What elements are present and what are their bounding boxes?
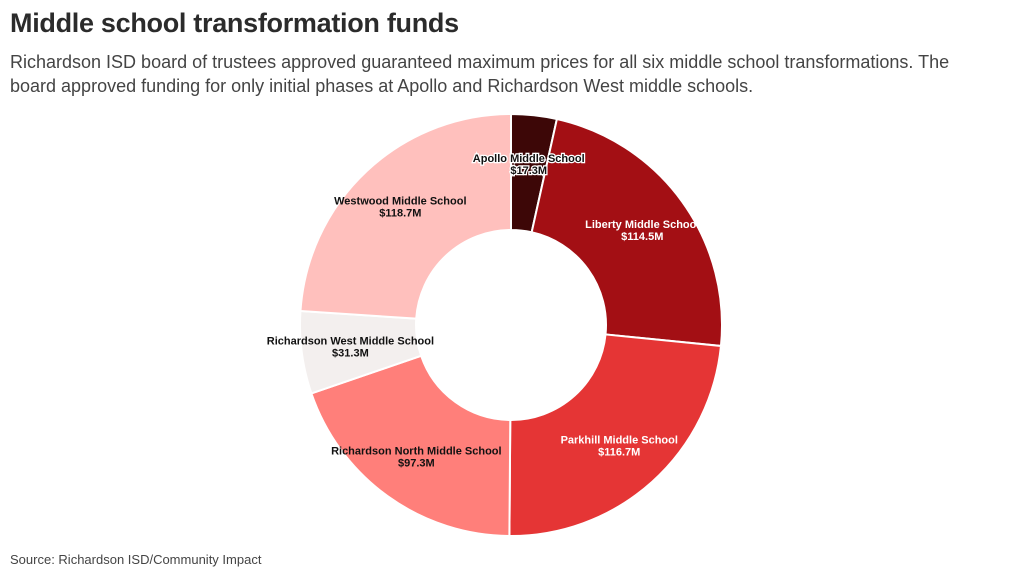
slice-label-westwood-middle-school: Westwood Middle School <box>334 196 466 208</box>
slice-value-apollo-middle-school: $17.3M <box>510 165 547 177</box>
slice-value-westwood-middle-school: $118.7M <box>379 208 421 220</box>
slice-value-richardson-west-middle-school: $31.3M <box>332 347 369 359</box>
slice-label-liberty-middle-school: Liberty Middle School <box>585 219 699 231</box>
slice-label-richardson-north-middle-school: Richardson North Middle School <box>331 445 502 457</box>
slice-label-parkhill-middle-school: Parkhill Middle School <box>561 435 678 447</box>
slice-richardson-north-middle-school[interactable] <box>310 354 512 538</box>
slice-value-richardson-north-middle-school: $97.3M <box>398 457 435 469</box>
donut-labels: Apollo Middle School$17.3M Liberty Middle… <box>267 152 700 470</box>
donut-slices <box>299 112 723 538</box>
slice-value-parkhill-middle-school: $116.7M <box>598 447 640 459</box>
source-note: Source: Richardson ISD/Community Impact <box>10 552 262 567</box>
slice-value-liberty-middle-school: $114.5M <box>621 231 663 243</box>
chart-title: Middle school transformation funds <box>10 8 459 38</box>
slice-label-apollo-middle-school: Apollo Middle School <box>473 153 585 165</box>
slice-westwood-middle-school[interactable] <box>299 112 512 320</box>
slice-liberty-middle-school[interactable] <box>530 117 723 348</box>
chart-subtitle: Richardson ISD board of trustees approve… <box>10 52 950 96</box>
slice-label-richardson-west-middle-school: Richardson West Middle School <box>267 335 434 347</box>
slice-parkhill-middle-school[interactable] <box>508 333 723 537</box>
